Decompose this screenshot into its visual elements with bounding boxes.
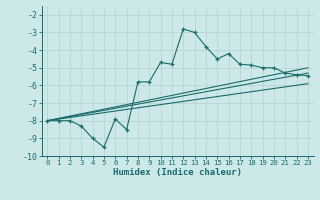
X-axis label: Humidex (Indice chaleur): Humidex (Indice chaleur) bbox=[113, 168, 242, 177]
